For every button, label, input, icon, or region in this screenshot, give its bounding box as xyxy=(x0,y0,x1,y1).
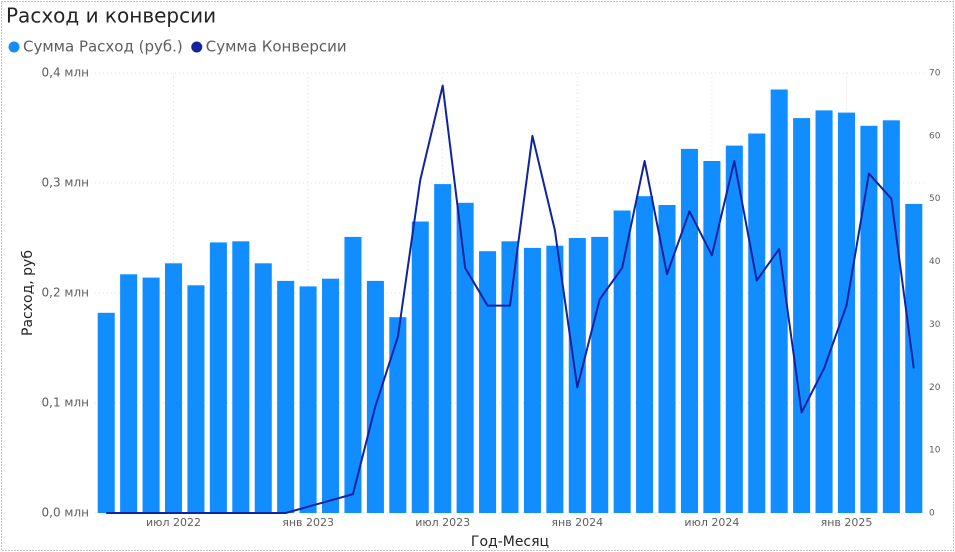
x-axis-title: Год-Месяц xyxy=(471,534,549,550)
y-tick-label: 0,2 млн xyxy=(42,286,89,300)
bar xyxy=(748,133,766,513)
bar xyxy=(120,274,138,513)
x-tick-label: янв 2024 xyxy=(551,516,603,529)
bar xyxy=(905,203,923,513)
y2-tick-label: 60 xyxy=(929,131,941,141)
bar xyxy=(501,241,519,514)
y2-tick-label: 20 xyxy=(929,383,941,393)
bar xyxy=(434,184,452,513)
bar xyxy=(187,285,205,513)
bar xyxy=(860,125,878,514)
bar xyxy=(725,145,743,513)
bar xyxy=(322,278,340,513)
bar xyxy=(411,221,429,513)
y2-tick-label: 30 xyxy=(929,320,941,330)
y-tick-label: 0,3 млн xyxy=(42,176,89,190)
x-tick-label: янв 2023 xyxy=(282,516,334,529)
bar xyxy=(523,247,541,513)
bar xyxy=(389,317,407,513)
bar xyxy=(97,312,115,513)
bar xyxy=(770,89,788,513)
bar xyxy=(546,245,564,513)
bar xyxy=(793,118,811,513)
x-tick-label: июл 2022 xyxy=(146,516,201,529)
bar xyxy=(142,277,160,513)
y2-tick-label: 50 xyxy=(929,194,941,204)
bar xyxy=(815,110,833,514)
x-tick-label: июл 2023 xyxy=(415,516,470,529)
bar xyxy=(882,120,900,514)
y2-tick-label: 0 xyxy=(929,509,935,519)
bar xyxy=(254,263,272,513)
y2-tick-label: 70 xyxy=(929,69,941,79)
legend-label: Сумма Расход (руб.) xyxy=(23,38,183,56)
line xyxy=(106,84,915,514)
y-tick-label: 0,4 млн xyxy=(42,66,89,80)
bar xyxy=(479,251,497,513)
y-tick-label: 0,1 млн xyxy=(42,396,89,410)
bar xyxy=(613,210,631,513)
bar xyxy=(366,280,384,513)
x-tick-label: июл 2024 xyxy=(684,516,739,529)
bar xyxy=(636,196,654,513)
bar xyxy=(837,112,856,513)
x-tick-label: янв 2025 xyxy=(821,516,873,529)
legend-label: Сумма Конверсии xyxy=(206,38,347,56)
legend-marker xyxy=(191,41,203,53)
bar xyxy=(680,148,698,513)
y-tick-label: 0,0 млн xyxy=(42,506,89,520)
legend-marker xyxy=(8,41,20,53)
y-axis-title: Расход, руб xyxy=(20,250,36,336)
y2-tick-label: 10 xyxy=(929,446,941,456)
y2-tick-label: 40 xyxy=(929,257,941,267)
bar xyxy=(658,205,676,513)
bar xyxy=(568,238,586,513)
bar xyxy=(299,286,317,513)
bar xyxy=(456,202,474,514)
bar xyxy=(164,263,183,513)
bar xyxy=(591,236,609,513)
bar xyxy=(277,280,295,513)
chart-title: Расход и конверсии xyxy=(6,4,216,28)
bar xyxy=(344,236,362,513)
bar xyxy=(232,241,250,514)
bar xyxy=(209,242,227,513)
bar xyxy=(703,161,721,513)
